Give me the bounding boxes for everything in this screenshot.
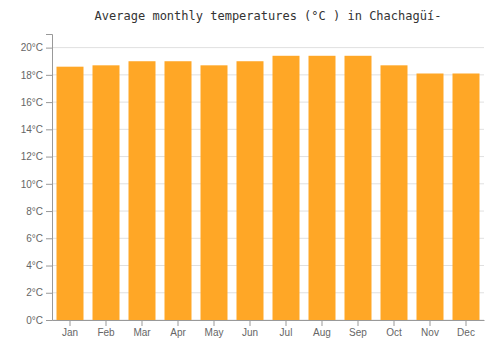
tick: Feb xyxy=(97,320,115,338)
tick-label: Apr xyxy=(170,327,186,338)
grid xyxy=(52,48,484,320)
tick-label: 4°C xyxy=(26,260,43,271)
tick-label: Oct xyxy=(386,327,402,338)
bar xyxy=(417,73,444,320)
tick-mark xyxy=(46,48,52,49)
tick: 12°C xyxy=(21,151,52,162)
bar xyxy=(273,56,300,320)
tick-mark xyxy=(214,320,215,326)
tick-label: Mar xyxy=(133,327,151,338)
tick: Jan xyxy=(62,320,78,338)
tick: Oct xyxy=(386,320,402,338)
tick: Jul xyxy=(280,320,293,338)
tick-label: Jul xyxy=(280,327,293,338)
tick-mark xyxy=(46,157,52,158)
tick-mark xyxy=(394,320,395,326)
tick-label: Nov xyxy=(421,327,439,338)
tick-mark xyxy=(46,238,52,239)
bar xyxy=(93,65,120,320)
x-axis: Jan Feb Mar Apr May Jun Jul Aug Sep Oct Nov Dec xyxy=(53,320,485,338)
tick: Sep xyxy=(349,320,367,338)
bar xyxy=(129,61,156,320)
tick-mark xyxy=(70,320,71,326)
chart: 0°C 2°C 4°C 6°C 8°C 10°C 12°C 14°C 16°C 18°C 20°C J… xyxy=(0,0,500,350)
tick-mark xyxy=(466,320,467,326)
tick-mark xyxy=(46,293,52,294)
bar xyxy=(453,73,480,320)
tick: 8°C xyxy=(26,206,52,217)
tick-label: Feb xyxy=(97,327,115,338)
tick: 18°C xyxy=(21,70,52,81)
plot: 0°C 2°C 4°C 6°C 8°C 10°C 12°C 14°C 16°C 18°C 20°C J… xyxy=(21,35,485,339)
tick-mark xyxy=(178,320,179,326)
bar xyxy=(201,65,228,320)
tick: 16°C xyxy=(21,97,52,108)
tick-mark xyxy=(46,75,52,76)
bar xyxy=(381,65,408,320)
tick: 2°C xyxy=(26,287,52,298)
bar xyxy=(237,61,264,320)
tick-label: Dec xyxy=(457,327,475,338)
axis-line xyxy=(46,35,53,321)
title: Average monthly temperatures (°C ) in Ch… xyxy=(95,9,442,23)
tick: 20°C xyxy=(21,42,52,53)
tick-label: Aug xyxy=(313,327,331,338)
tick-label: 16°C xyxy=(21,97,43,108)
tick: 14°C xyxy=(21,124,52,135)
tick-label: 8°C xyxy=(26,206,43,217)
grid-line xyxy=(52,47,484,48)
tick-mark xyxy=(46,266,52,267)
tick-label: May xyxy=(205,327,224,338)
tick: 10°C xyxy=(21,179,52,190)
tick-mark xyxy=(46,320,52,321)
axis-line xyxy=(53,320,485,321)
tick-mark xyxy=(106,320,107,326)
bar xyxy=(57,67,84,320)
tick-mark xyxy=(430,320,431,326)
tick-label: 6°C xyxy=(26,233,43,244)
tick-mark xyxy=(46,129,52,130)
tick: May xyxy=(205,320,224,338)
bars xyxy=(57,56,480,320)
bar xyxy=(309,56,336,320)
y-axis: 0°C 2°C 4°C 6°C 8°C 10°C 12°C 14°C 16°C 18°C 20°C xyxy=(21,35,53,326)
tick-label: Jan xyxy=(62,327,78,338)
bar xyxy=(165,61,192,320)
tick: Aug xyxy=(313,320,331,338)
tick: 0°C xyxy=(26,315,52,326)
tick-mark xyxy=(46,184,52,185)
tick: Mar xyxy=(133,320,151,338)
tick-label: 0°C xyxy=(26,315,43,326)
tick-label: 2°C xyxy=(26,287,43,298)
tick-label: Jun xyxy=(242,327,258,338)
tick: Jun xyxy=(242,320,258,338)
tick-label: 18°C xyxy=(21,70,43,81)
tick: Nov xyxy=(421,320,439,338)
tick-mark xyxy=(142,320,143,326)
tick-label: 10°C xyxy=(21,179,43,190)
tick: Apr xyxy=(170,320,186,338)
tick: Dec xyxy=(457,320,475,338)
tick-mark xyxy=(46,211,52,212)
bar xyxy=(345,56,372,320)
tick-mark xyxy=(46,102,52,103)
tick-label: 20°C xyxy=(21,42,43,53)
tick-label: 12°C xyxy=(21,151,43,162)
tick-mark xyxy=(286,320,287,326)
tick: 4°C xyxy=(26,260,52,271)
tick-mark xyxy=(358,320,359,326)
tick-label: Sep xyxy=(349,327,367,338)
tick-label: 14°C xyxy=(21,124,43,135)
tick: 6°C xyxy=(26,233,52,244)
tick-mark xyxy=(250,320,251,326)
tick-mark xyxy=(322,320,323,326)
